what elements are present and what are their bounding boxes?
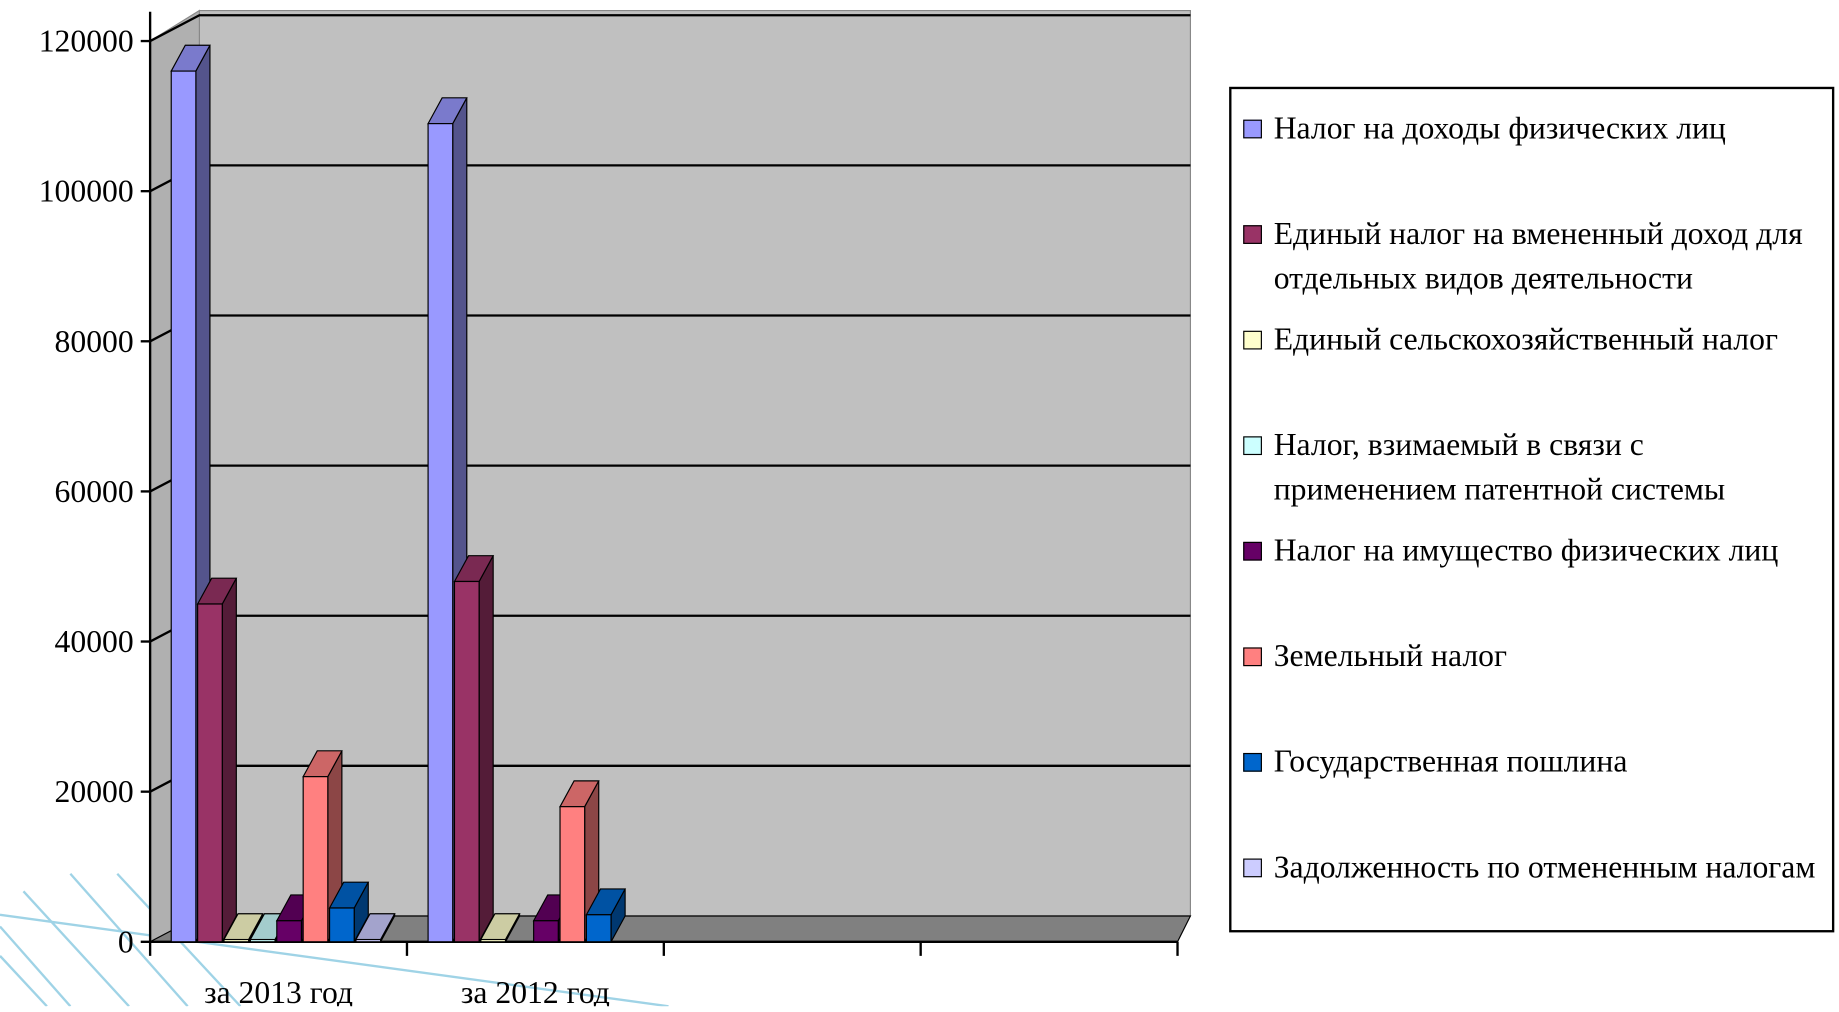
legend-swatch <box>1243 647 1262 667</box>
legend-swatch <box>1243 858 1262 878</box>
bar <box>223 913 264 943</box>
legend-swatch <box>1243 752 1262 772</box>
bar-front <box>480 938 507 943</box>
bar <box>453 555 495 943</box>
y-tick-label: 0 <box>118 924 134 959</box>
grid-line <box>149 14 1191 43</box>
bar-front <box>302 776 329 943</box>
legend-item: Земельный налог <box>1243 633 1827 739</box>
bar <box>328 881 370 943</box>
y-tick-label: 60000 <box>55 474 134 509</box>
legend-label: Единый налог на вмененный доход для отде… <box>1273 215 1803 296</box>
x-tick-label: за 2013 год <box>204 975 353 1007</box>
legend-item: Единый сельскохозяйственный налог <box>1243 317 1827 423</box>
legend-item: Налог на имущество физических лиц <box>1243 528 1827 634</box>
bar-front <box>328 907 355 943</box>
bar-front <box>197 603 223 943</box>
legend-swatch <box>1243 330 1262 350</box>
legend-label: Налог на доходы физических лиц <box>1273 110 1726 146</box>
bar-front <box>249 938 276 943</box>
x-tick-label: за 2012 год <box>461 975 610 1007</box>
legend-item: Налог на доходы физических лиц <box>1243 106 1827 212</box>
bar-front <box>427 123 454 943</box>
bar-front <box>453 580 480 943</box>
legend-item: Налог, взимаемый в связи с применением п… <box>1243 422 1827 528</box>
legend-label: Государственная пошлина <box>1273 743 1628 779</box>
bar <box>196 577 238 943</box>
legend-label: Налог, взимаемый в связи с применением п… <box>1273 426 1726 507</box>
bar-front <box>533 920 559 943</box>
y-tick-label: 80000 <box>55 324 134 359</box>
y-tick-label: 40000 <box>55 624 134 659</box>
legend-item: Задолженность по отмененным налогам <box>1243 844 1827 950</box>
bar-front <box>559 806 586 943</box>
bar-front <box>585 914 612 943</box>
legend-item: Единый налог на вмененный доход для отде… <box>1243 211 1827 317</box>
legend-label: Задолженность по отмененным налогам <box>1273 849 1816 885</box>
bar-side <box>221 577 237 943</box>
y-tick-label: 100000 <box>39 174 134 209</box>
back-wall <box>198 9 1192 917</box>
y-tick-label: 20000 <box>55 774 134 809</box>
bar-front <box>276 920 303 943</box>
legend-swatch <box>1243 541 1262 561</box>
bar <box>479 913 521 943</box>
legend-item: Государственная пошлина <box>1243 739 1827 845</box>
legend-swatch <box>1243 436 1262 456</box>
legend-label: Земельный налог <box>1273 638 1507 674</box>
y-tick-label: 120000 <box>39 24 134 59</box>
bar <box>585 888 627 943</box>
bar <box>354 913 396 943</box>
legend-label: Налог на имущество физических лиц <box>1273 532 1779 568</box>
legend-label: Единый сельскохозяйственный налог <box>1273 321 1778 357</box>
bar-side <box>478 555 494 943</box>
bar-front <box>223 938 250 943</box>
bar-front <box>355 938 382 943</box>
legend-swatch <box>1243 225 1262 244</box>
legend: Налог на доходы физических лиц Единый нал… <box>1229 86 1835 933</box>
legend-swatch <box>1243 119 1262 139</box>
bar-front <box>170 70 197 943</box>
